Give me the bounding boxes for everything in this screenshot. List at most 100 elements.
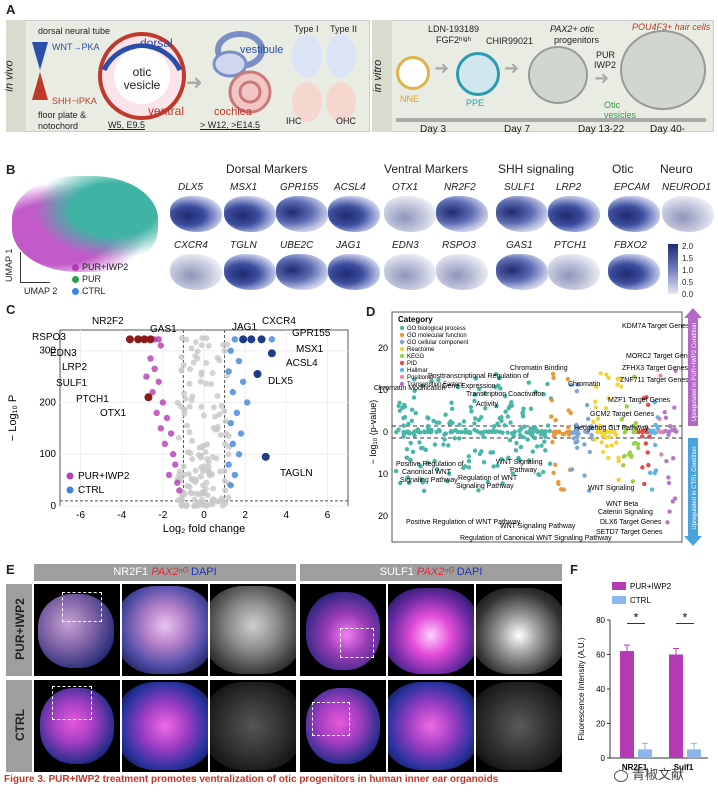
enrich-ytick: 10	[378, 385, 388, 395]
enrich-point	[530, 433, 535, 438]
volcano-point-ns	[176, 471, 183, 478]
umap-nr2f2	[436, 196, 488, 232]
enrich-legend-label: PID	[407, 361, 418, 367]
volcano-point-ns	[214, 393, 221, 400]
volcano-point-ns	[187, 366, 194, 373]
otic-vesicles-label: Otic vesicles	[604, 100, 637, 120]
volcano-point-ns	[178, 497, 185, 504]
fgf2-label: FGF2ʰⁱᵍʰ	[436, 35, 471, 45]
volcano-point-ns	[190, 359, 197, 366]
volcano-ytick: 200	[39, 397, 56, 408]
enrich-point	[509, 403, 515, 408]
enrich-point	[434, 466, 440, 472]
volcano-point-ns	[210, 485, 217, 492]
volcano-point-ns	[180, 390, 187, 397]
enrich-point	[665, 520, 670, 525]
volcano-point-ns	[210, 404, 217, 411]
figure-caption: Figure 3. PUR+IWP2 treatment promotes ve…	[4, 774, 499, 785]
panel-a-letter: A	[6, 2, 16, 17]
arrow-a1: ➜	[186, 72, 203, 94]
enrich-point	[667, 509, 672, 514]
volcano-label-left: OTX1	[100, 408, 127, 419]
volcano-plot: 0 100 200 300 -6 -4 -2 0 2 4 6 NR2F2 GAS1 RSPO3 EDN3 LR…	[7, 316, 349, 534]
volcano-point-ctrl	[239, 378, 247, 385]
dorsal-label: dorsal	[140, 36, 173, 50]
enrich-point	[565, 376, 571, 382]
enrich-point	[636, 429, 642, 435]
enrich-point	[472, 448, 478, 453]
enrich-point	[415, 427, 421, 432]
enrich-point	[397, 408, 402, 413]
enrich-point	[449, 400, 454, 405]
enrich-point	[615, 376, 620, 381]
enrich-point	[520, 414, 526, 419]
volcano-point-ns	[224, 341, 231, 348]
cochlea-label: cochlea	[214, 106, 252, 118]
enrich-point	[505, 414, 511, 419]
header-nr2f1-pax2: PAX2ⁿᴳ	[151, 566, 188, 578]
hair-cell-ihc	[292, 82, 322, 122]
header-nr2f1-dapi: DAPI	[187, 566, 217, 578]
enrich-point	[493, 429, 498, 435]
enrich-term-down: WNT Signaling	[588, 485, 635, 492]
nne-aggregate	[396, 56, 430, 90]
volcano-point-ns	[218, 402, 225, 409]
enrich-point	[630, 479, 635, 484]
volcano-point-ns	[200, 482, 207, 489]
enrich-point	[663, 415, 669, 420]
volcano-highlight-point	[144, 393, 153, 402]
panel-e-letter: E	[6, 562, 15, 577]
volcano-point-pur-iwp2	[155, 378, 162, 385]
volcano-label-left: LRP2	[62, 362, 87, 373]
volcano-point-ns	[175, 434, 182, 441]
volcano-label-left: GAS1	[150, 324, 177, 335]
enrich-point	[591, 419, 596, 425]
umap-neurod1	[662, 196, 714, 232]
umap-axis-v	[20, 252, 21, 282]
volcano-point-ns	[198, 444, 205, 451]
enrich-point	[574, 445, 580, 450]
enrich-point	[455, 429, 461, 435]
enrich-point	[446, 443, 451, 448]
header-sulf1-pax2: PAX2ⁿᴳ	[416, 566, 454, 578]
enrich-term-down: WNT Beta	[606, 501, 638, 508]
volcano-ylabel: − Log₁₀ P	[7, 395, 19, 442]
micrograph-nr2f1-pur-zoom	[122, 584, 208, 676]
volcano-point-ns	[213, 455, 220, 462]
bar-legend-label: PUR+IWP2	[630, 582, 672, 591]
volcano-point-ns	[198, 371, 205, 378]
volcano-label-left: RSPO3	[32, 332, 66, 343]
enrich-point	[410, 449, 416, 455]
panel-d-letter: D	[366, 304, 376, 319]
volcano-point-ns	[218, 495, 225, 502]
enrich-legend-label: Hallmar	[407, 368, 428, 374]
volcano-point-pur-iwp2	[174, 479, 181, 486]
enrich-point	[657, 416, 662, 421]
enrich-legend-dot	[399, 339, 405, 345]
enrich-point	[483, 406, 488, 411]
enrich-point	[540, 469, 546, 475]
enrich-point	[598, 371, 603, 376]
enrich-point	[521, 406, 526, 411]
enrich-point	[547, 461, 553, 466]
volcano-point-ns	[205, 342, 212, 349]
volcano-xtick: 6	[325, 510, 331, 521]
enrich-point	[653, 468, 659, 473]
umap-otx1	[384, 196, 436, 232]
enrich-point	[482, 429, 487, 435]
volcano-point-ns	[186, 403, 193, 410]
enrich-point	[482, 390, 488, 396]
enrich-point	[658, 373, 663, 378]
volcano-point-ns	[192, 479, 199, 486]
volcano-legend-dot	[66, 486, 74, 494]
enrich-term-up: Chromatin Modification	[374, 385, 446, 392]
enrich-point	[584, 402, 590, 408]
ppe-aggregate	[456, 52, 500, 96]
volcano-point-ns	[216, 411, 223, 418]
shh-pka-label: SHH⊣PKA	[52, 96, 97, 106]
volcano-point-ns	[198, 342, 205, 349]
notochord-label: notochord	[38, 121, 79, 131]
enrich-point	[558, 487, 564, 492]
bar-chart: 0 20 40 60 80 * NR2F1 * Sulf1 PUR+IWP2 CTRL Fluores…	[577, 582, 708, 772]
enrich-point	[400, 405, 405, 411]
